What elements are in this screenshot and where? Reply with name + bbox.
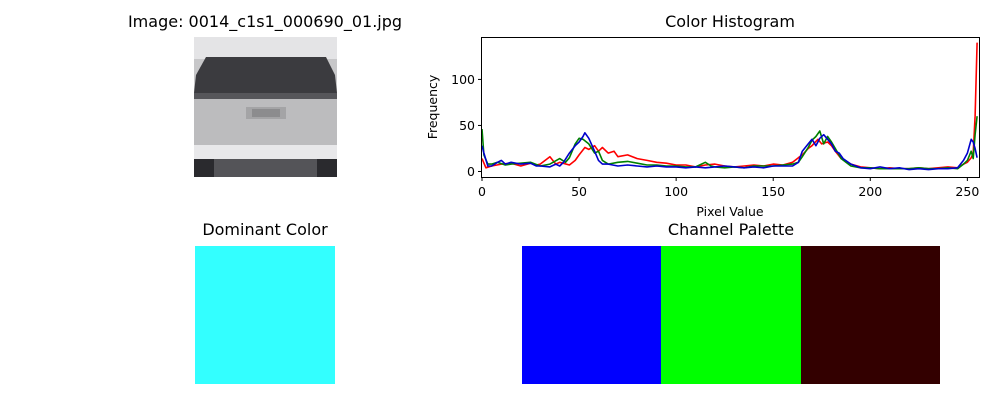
x-tick-label: 0 [478,184,486,199]
histogram-y-ticks: 0 50 100 [451,72,482,179]
histogram-series-group [481,42,978,171]
x-tick-label: 250 [955,184,979,199]
dominant-color-title: Dominant Color [202,220,328,239]
palette-swatch [661,246,801,384]
dominant-color-swatch [195,246,335,384]
image-panel-title: Image: 0014_c1s1_000690_01.jpg [127,12,403,31]
channel-palette-title: Channel Palette [667,220,795,239]
histogram-y-axis-label: Frequency [425,74,440,139]
y-tick-label: 50 [459,118,475,133]
color-histogram-chart: 0 50 100 150 200 250 0 50 100 Pixel Value Frequ… [425,37,980,219]
x-tick-label: 50 [571,184,587,199]
histogram-series-line [481,132,978,171]
x-tick-label: 150 [761,184,785,199]
histogram-x-axis-label: Pixel Value [696,204,764,219]
x-tick-label: 100 [664,184,688,199]
channel-palette [522,246,940,384]
palette-swatch [522,246,662,384]
histogram-panel-title: Color Histogram [665,12,795,31]
histogram-plot-frame [481,37,980,178]
vehicle-rear-image [194,37,337,177]
x-tick-label: 200 [858,184,882,199]
histogram-series-line [481,116,978,170]
histogram-series-line [481,42,978,170]
histogram-x-ticks: 0 50 100 150 200 250 [478,177,979,199]
palette-swatch [800,246,940,384]
y-tick-label: 0 [467,164,475,179]
y-tick-label: 100 [451,72,475,87]
